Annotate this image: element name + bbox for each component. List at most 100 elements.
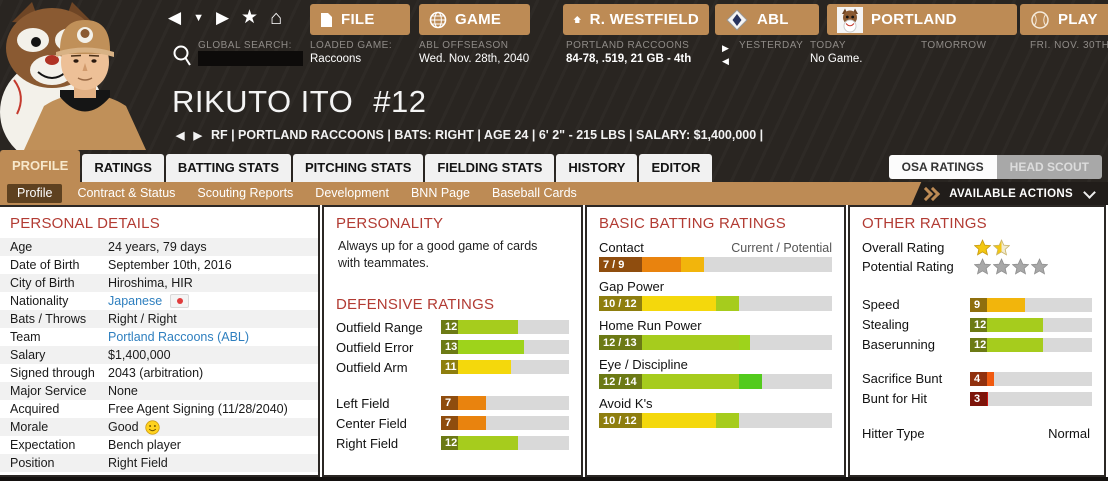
bottom-border-bar — [0, 477, 1108, 481]
personality-text: Always up for a good game of cards with … — [338, 239, 538, 270]
position-rating-row: Right Field 12 — [336, 435, 569, 452]
rating-bar: 4 — [970, 371, 1092, 386]
available-actions-dropdown[interactable]: AVAILABLE ACTIONS — [911, 182, 1108, 205]
file-menu-button[interactable]: FILE — [310, 4, 410, 35]
detail-label: Salary — [10, 348, 46, 362]
batting-rating-row: Avoid K's 10 / 12 — [599, 394, 832, 428]
personal-detail-row: Major Service None — [0, 382, 318, 400]
player-name-header: RIKUTO ITO #12 — [172, 84, 427, 120]
detail-value: September 10th, 2016 — [108, 258, 232, 272]
detail-value: Right / Right — [108, 312, 177, 326]
rating-bar: 7 — [441, 396, 569, 411]
main-tab-bar: PROFILE RATINGS BATTING STATS PITCHING S… — [0, 150, 714, 182]
rating-label: Outfield Range — [336, 319, 423, 335]
global-search-input[interactable] — [198, 51, 303, 66]
detail-value: Right Field — [108, 456, 168, 470]
play-button[interactable]: PLAY — [1020, 4, 1108, 35]
defensive-rating-row: Outfield Range 12 — [336, 319, 569, 336]
tab-fielding-stats[interactable]: FIELDING STATS — [425, 154, 555, 182]
rating-label: Center Field — [336, 415, 407, 431]
prev-day-arrow-icon[interactable]: ◀ — [722, 56, 729, 66]
personal-details-rows: Age 24 years, 79 days Date of Birth Septemb… — [0, 238, 318, 472]
batting-rating-row: Gap Power 10 / 12 — [599, 277, 832, 311]
detail-label: City of Birth — [10, 276, 75, 290]
subtab-bnn-page[interactable]: BNN Page — [410, 186, 471, 200]
rating-label: Contact — [599, 240, 644, 255]
current-fill — [970, 337, 1044, 352]
personal-detail-row: Team Portland Raccoons (ABL) — [0, 328, 318, 346]
yesterday-label: YESTERDAY — [739, 40, 804, 51]
game-menu-button[interactable]: GAME — [419, 4, 530, 35]
rating-value-badge: 12 — [970, 337, 987, 352]
head-scout-button[interactable]: HEAD SCOUT — [996, 155, 1102, 179]
detail-value: Bench player — [108, 438, 181, 452]
potential-rating-stars — [974, 258, 1048, 275]
dropdown-icon[interactable]: ▼ — [193, 12, 204, 24]
loaded-game-value: Raccoons — [310, 53, 362, 65]
current-date-value: Wed. Nov. 28th, 2040 — [419, 53, 530, 65]
forward-icon[interactable]: ▶ — [215, 8, 230, 27]
detail-label: Date of Birth — [10, 258, 80, 272]
player-info-line: RF | PORTLAND RACCOONS | BATS: RIGHT | A… — [210, 128, 764, 142]
league-button[interactable]: ABL — [715, 4, 819, 35]
next-day-arrow-icon[interactable]: ▶ — [722, 43, 729, 53]
baseball-icon — [1031, 10, 1049, 29]
rating-value-badge: 7 — [441, 396, 458, 411]
subtab-profile[interactable]: Profile — [7, 184, 63, 203]
rating-value-badge: 10 / 12 — [599, 413, 642, 428]
back-icon[interactable]: ◀ — [168, 8, 182, 27]
rating-bar-current-potential: 12 / 14 — [599, 374, 832, 389]
detail-value: None — [108, 384, 138, 398]
rating-label: Right Field — [336, 435, 399, 451]
full-star-icon — [974, 239, 991, 256]
detail-value[interactable]: Japanese — [108, 294, 163, 308]
tab-profile[interactable]: PROFILE — [0, 150, 81, 182]
manager-team-label: PORTLAND RACCOONS — [566, 40, 690, 51]
rating-bar: 12 — [970, 317, 1092, 332]
tab-history[interactable]: HISTORY — [556, 154, 638, 182]
defensive-rating-bars: Outfield Range 12 Outfield Error 13 Outfield… — [324, 319, 581, 376]
overall-rating-row: Overall Rating — [862, 238, 1092, 257]
favorite-star-icon[interactable]: ★ — [241, 7, 259, 28]
team-record-value: 84-78, .519, 21 GB - 4th — [566, 53, 692, 65]
rating-value-badge: 11 — [441, 360, 458, 375]
tab-ratings[interactable]: RATINGS — [82, 154, 164, 182]
detail-label: Nationality — [10, 294, 69, 308]
gray-star-icon — [1012, 258, 1029, 275]
batting-rating-bars: Contact Current / Potential 7 / 9 Gap Power… — [587, 238, 844, 428]
overall-rating-label: Overall Rating — [862, 240, 945, 255]
tomorrow-label: TOMORROW — [921, 40, 987, 51]
home-icon[interactable]: ⌂ — [270, 7, 283, 29]
bunting-rating-row: Sacrifice Bunt 4 — [862, 370, 1092, 387]
tab-editor[interactable]: EDITOR — [639, 154, 713, 182]
rating-bar: 12 — [441, 320, 569, 335]
detail-value: 24 years, 79 days — [108, 240, 207, 254]
panel-title: OTHER RATINGS — [862, 215, 987, 232]
manager-home-button[interactable]: R. WESTFIELD — [563, 4, 709, 35]
personal-detail-row: Acquired Free Agent Signing (11/28/2040) — [0, 400, 318, 418]
team-button[interactable]: PORTLAND — [827, 4, 1017, 35]
current-potential-header: Current / Potential — [731, 240, 832, 255]
tab-batting-stats[interactable]: BATTING STATS — [165, 154, 291, 182]
rating-value-badge: 12 — [441, 320, 458, 335]
detail-label: Signed through — [10, 366, 95, 380]
subtab-development[interactable]: Development — [315, 186, 389, 200]
next-player-arrow-icon[interactable]: ▶ — [193, 129, 202, 142]
detail-value: Good — [108, 420, 139, 434]
osa-ratings-button[interactable]: OSA RATINGS — [888, 155, 997, 179]
position-rating-row: Center Field 7 — [336, 415, 569, 432]
prev-player-arrow-icon[interactable]: ◀ — [176, 129, 185, 142]
file-icon — [321, 12, 332, 27]
rating-bar: 7 — [441, 416, 569, 431]
global-search-label: GLOBAL SEARCH: — [198, 40, 292, 51]
tab-pitching-stats[interactable]: PITCHING STATS — [293, 154, 424, 182]
subtab-scouting-reports[interactable]: Scouting Reports — [197, 186, 294, 200]
potential-rating-row: Potential Rating — [862, 257, 1092, 276]
player-photo — [24, 20, 146, 150]
subtab-contract-status[interactable]: Contract & Status — [77, 186, 176, 200]
detail-value[interactable]: Portland Raccoons (ABL) — [108, 330, 250, 344]
other-ratings-panel: OTHER RATINGS Overall Rating Potential R… — [848, 205, 1106, 477]
subtab-baseball-cards[interactable]: Baseball Cards — [492, 186, 577, 200]
profile-content: PERSONAL DETAILS Age 24 years, 79 days Dat… — [0, 205, 1108, 477]
personal-detail-row: Age 24 years, 79 days — [0, 238, 318, 256]
